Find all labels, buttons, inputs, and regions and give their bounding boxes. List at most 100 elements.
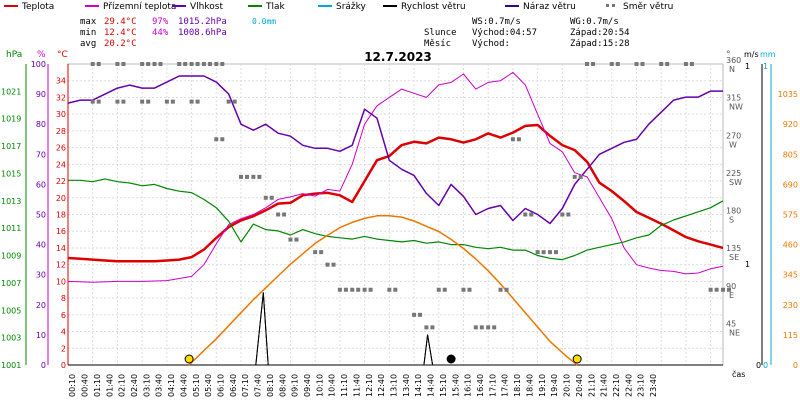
wind-dir-dot [257, 174, 262, 179]
wind-dir-dot [510, 137, 515, 142]
wind-dir-dot [547, 250, 552, 255]
axis-wind-tick-top: 1 [745, 62, 750, 71]
legend-label-5: Rychlost větru [401, 2, 466, 12]
axis-x-tick: 18:40 [525, 374, 534, 397]
axis-direction-deg: 90 [726, 282, 736, 291]
axis-direction-dir: N [729, 65, 735, 74]
axis-celsius-tick: 10 [56, 277, 66, 286]
stats-rain-0: 0.0mm [252, 17, 276, 26]
axis-solar-tick: 115 [783, 331, 798, 340]
axis-celsius-tick: 14 [56, 244, 66, 253]
axis-x-tick: 05:40 [204, 374, 213, 397]
series-layer [67, 71, 724, 366]
axis-solar-tick: 690 [783, 180, 798, 189]
wind-direction-dots [90, 62, 731, 330]
axis-x-tick: 08:40 [278, 374, 287, 397]
axis-percent-tick: 60 [36, 180, 46, 189]
axis-direction-dir: W [729, 140, 737, 149]
wind-dir-dot [424, 325, 429, 330]
wind-dir-dot [578, 174, 583, 179]
wind-dir-dot [263, 195, 268, 200]
wind-dir-dot [504, 287, 509, 292]
axis-x-tick: 21:10 [587, 374, 596, 397]
wind-dir-dot [214, 62, 219, 66]
axis-solar-tick: 575 [783, 211, 798, 220]
legend-label-0: Teplota [21, 2, 54, 12]
axis-percent-tick: 20 [36, 301, 46, 310]
axis-x-tick: 00:40 [81, 374, 90, 397]
axis-hpa-tick: 1013 [1, 197, 21, 206]
wind-dir-dot [189, 62, 194, 66]
info-moonrise: Východ: [472, 39, 510, 49]
wind-dir-dot [276, 212, 281, 217]
axis-hpa-tick: 1021 [1, 87, 21, 96]
axis-rain-tick-top: 1 [763, 62, 768, 71]
wind-dir-dot [96, 99, 101, 104]
axis-celsius-tick: 28 [56, 127, 66, 136]
series-6 [188, 215, 578, 366]
axis-x-tick: 17:40 [501, 374, 510, 397]
axis-direction-deg: 360 [726, 56, 741, 65]
axis-x-tick: 04:40 [179, 374, 188, 397]
legend-label-1: Přízemní teplota [103, 2, 176, 12]
wind-dir-dot [343, 287, 348, 292]
wind-dir-dot [689, 62, 694, 66]
wind-dir-dot [251, 174, 256, 179]
axis-x-tick: 20:10 [563, 374, 572, 397]
axis-x-tick: 09:40 [303, 374, 312, 397]
wind-dir-dot [90, 99, 95, 104]
wind-dir-dot [331, 262, 336, 267]
axis-percent-tick: 100 [31, 60, 46, 69]
grid [67, 64, 723, 366]
info-moon-label: Měsíc [424, 39, 451, 49]
wind-dir-dot [523, 212, 528, 217]
axis-x-tick: 15:10 [439, 374, 448, 397]
wind-dir-dot [566, 212, 571, 217]
wind-dir-dot [412, 312, 417, 317]
wind-dir-dot [442, 287, 447, 292]
stats-temp-1: 12.4°C [104, 28, 137, 38]
axis-direction-deg: 180 [726, 207, 741, 216]
axis-x-tick: 07:10 [241, 374, 250, 397]
axis-x-tick: 20:40 [575, 374, 584, 397]
wind-dir-dot [232, 99, 237, 104]
axis-direction-deg: 45 [726, 319, 736, 328]
series-1 [67, 71, 724, 283]
axis-direction-dir: S [729, 216, 734, 225]
wind-dir-dot [368, 287, 373, 292]
wind-dir-dot [721, 287, 725, 292]
legend-label-4: Srážky [336, 2, 367, 12]
axis-x-tick: 21:40 [600, 374, 609, 397]
axis-x-tick: 13:40 [402, 374, 411, 397]
wind-dir-dot [585, 62, 590, 66]
wind-dir-dot [362, 287, 367, 292]
axis-wind-tick-0: 0 [756, 361, 761, 370]
wind-dir-dot [337, 287, 342, 292]
axis-x-tick: 06:40 [229, 374, 238, 397]
axis-celsius-tick: 20 [56, 194, 66, 203]
axis-x-tick: 02:40 [130, 374, 139, 397]
axis-x-tick: 18:10 [513, 374, 522, 397]
axis-celsius-tick: 8 [61, 294, 66, 303]
wind-dir-dot [146, 99, 151, 104]
axis-percent-tick: 50 [36, 211, 46, 220]
wind-dir-dot [418, 312, 423, 317]
axis-solar-tick: 0 [793, 361, 798, 370]
wind-dir-dot [115, 99, 120, 104]
axis-x-tick: 06:10 [217, 374, 226, 397]
axis-celsius-tick: 2 [61, 344, 66, 353]
wind-dir-dot [282, 212, 287, 217]
axis-x-tick: 10:10 [315, 374, 324, 397]
axis-direction-deg: 315 [726, 94, 741, 103]
wind-dir-dot [467, 287, 472, 292]
axis-celsius-tick: 32 [56, 93, 66, 102]
wind-dir-dot [615, 62, 620, 66]
wind-dir-dot [498, 287, 503, 292]
axis-solar-tick: 1035 [778, 90, 798, 99]
wind-dir-dot [479, 325, 484, 330]
axis-x-tick: 11:10 [340, 374, 349, 397]
wind-dir-dot [220, 137, 225, 142]
wind-dir-dot [609, 62, 614, 66]
marker-sunrise [184, 354, 194, 364]
